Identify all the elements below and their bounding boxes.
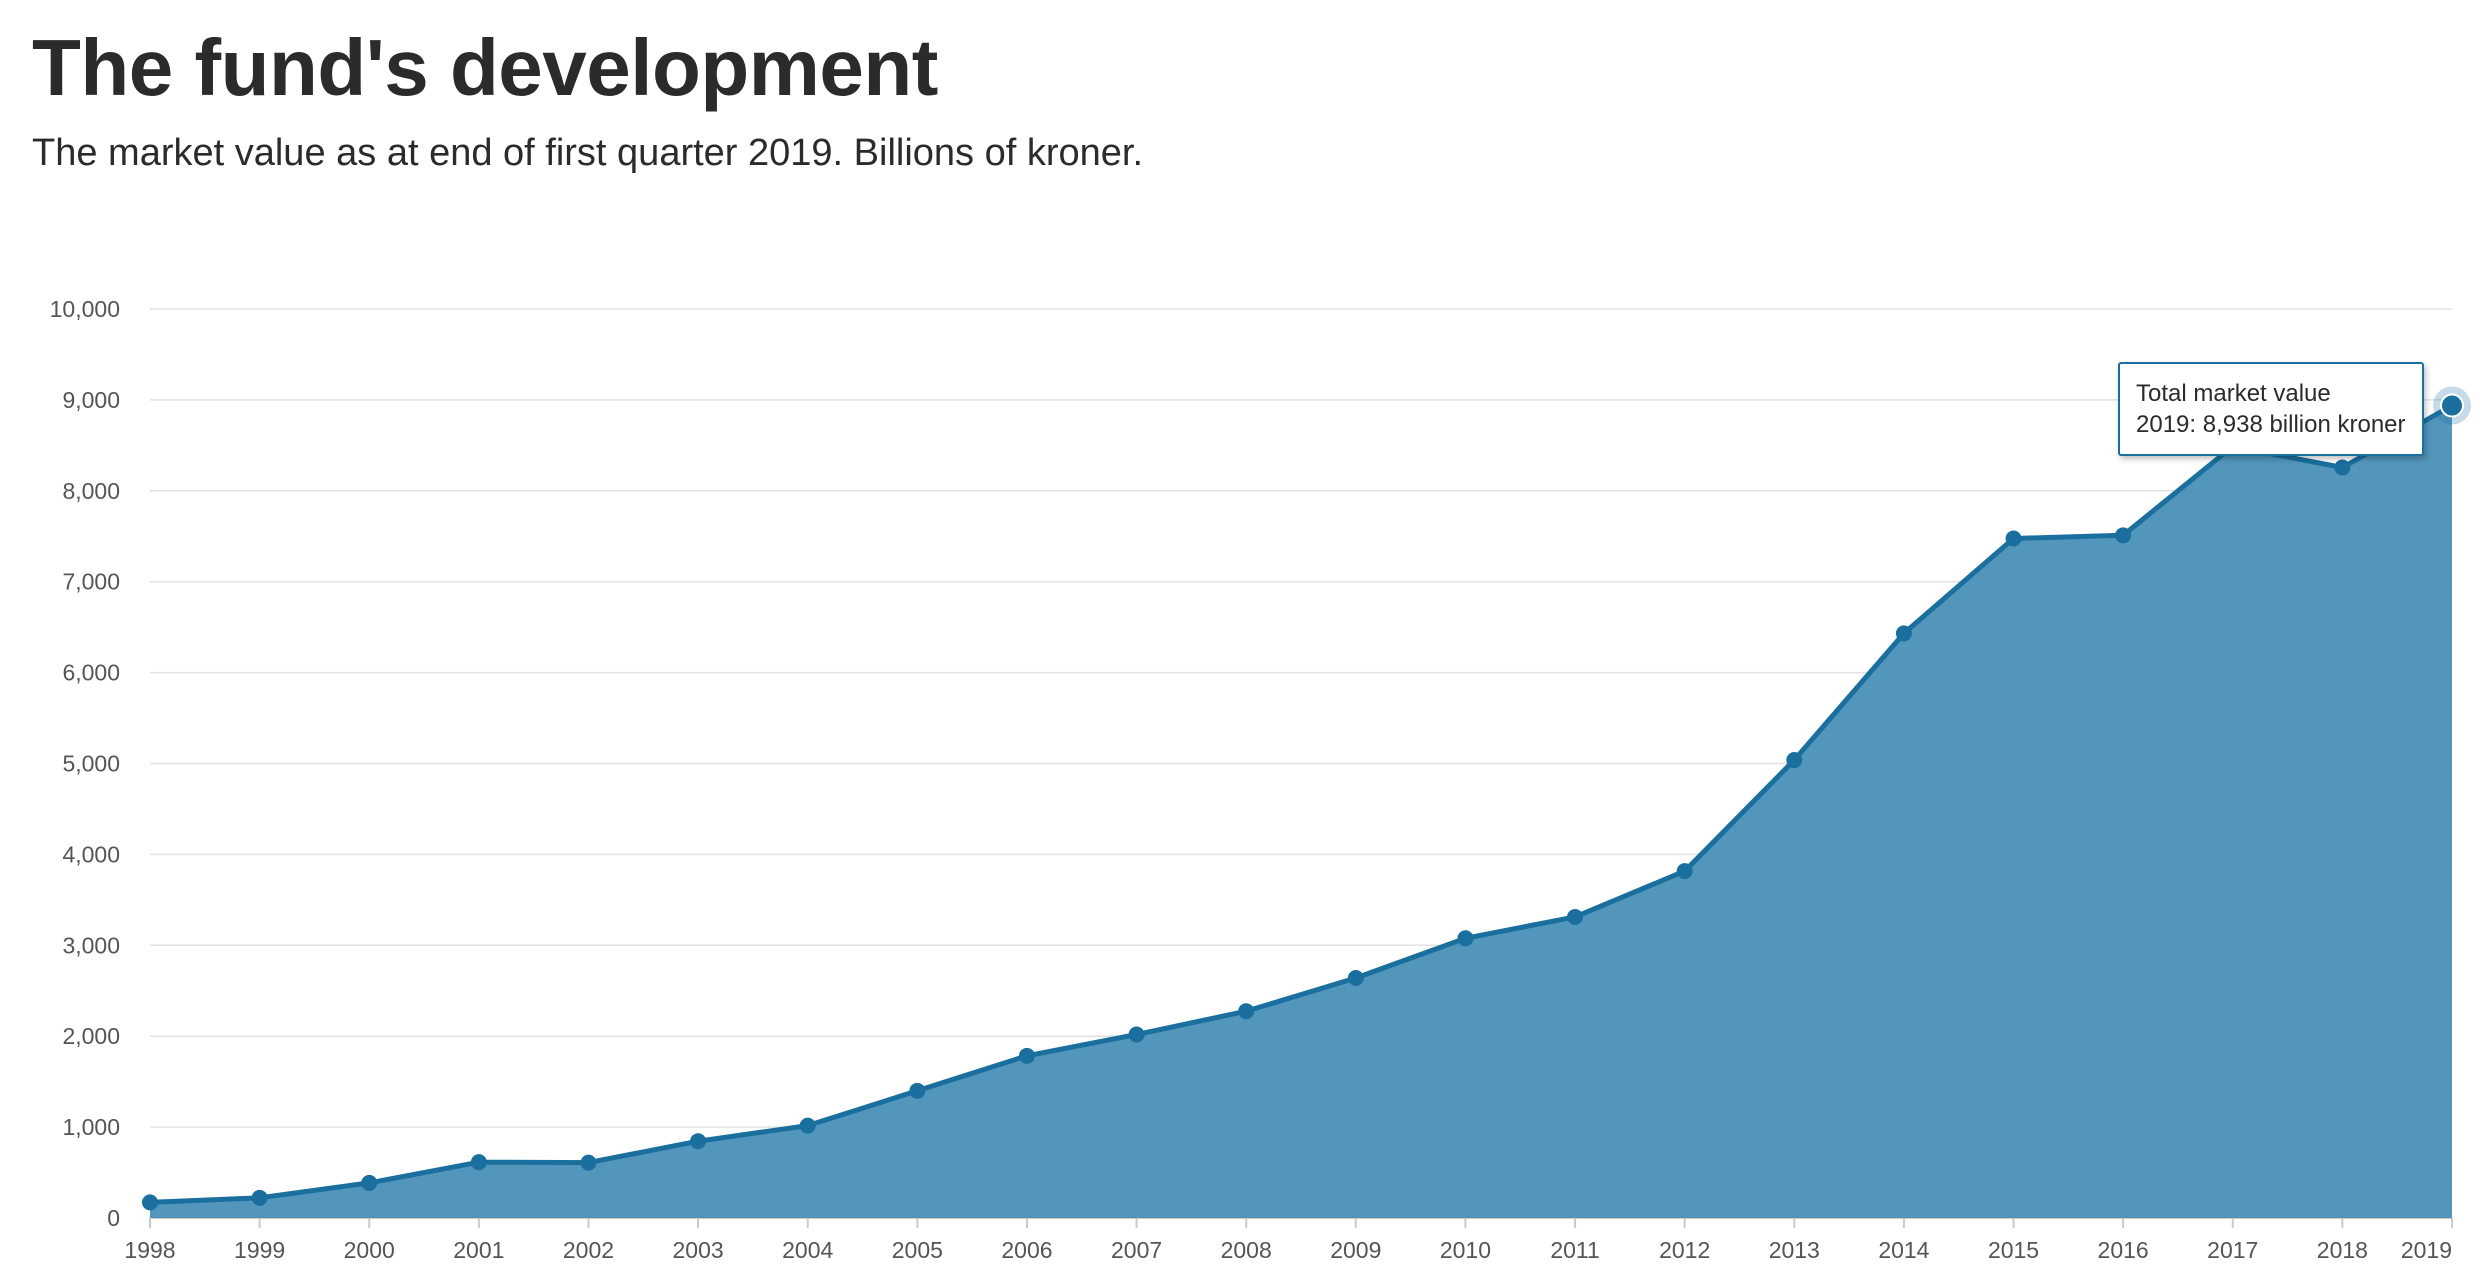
y-tick-label: 4,000 [62,841,120,867]
area-fill [150,405,2452,1218]
y-tick-label: 2,000 [62,1023,120,1049]
y-axis: 0 1,000 2,000 3,000 4,000 5,000 6,000 7,000 8,00… [50,296,120,1231]
x-tick-label: 2014 [1878,1237,1929,1263]
x-tick-label: 1999 [234,1237,285,1263]
data-point-1998[interactable] [142,1194,158,1211]
data-point-2013[interactable] [1786,752,1803,769]
data-point-2003[interactable] [690,1133,707,1150]
x-tick-label: 2019 [2401,1237,2452,1263]
data-point-2001[interactable] [470,1154,487,1171]
x-tick-label: 2000 [344,1237,395,1263]
x-tick-label: 2005 [892,1237,943,1263]
y-tick-label: 7,000 [62,569,120,595]
x-tick-label: 2013 [1769,1237,1820,1263]
x-tick-label: 2016 [2098,1237,2149,1263]
x-tick-label: 2010 [1440,1237,1491,1263]
data-point-2014[interactable] [1895,625,1912,642]
y-tick-label: 6,000 [62,660,120,686]
data-point-2008[interactable] [1238,1003,1255,1020]
data-point-2019[interactable] [2440,393,2464,418]
data-point-2012[interactable] [1676,863,1693,880]
data-points [142,386,2471,1211]
y-tick-label: 3,000 [62,932,120,958]
x-tick-label: 2004 [782,1237,833,1263]
x-tick-label: 1998 [124,1237,175,1263]
data-point-2005[interactable] [909,1082,926,1099]
data-point-2000[interactable] [361,1174,378,1191]
x-tick-label: 2008 [1221,1237,1272,1263]
y-tick-label: 8,000 [62,478,120,504]
x-tick-label: 2011 [1550,1237,1599,1263]
x-tick-label: 2007 [1111,1237,1162,1263]
data-point-2018[interactable] [2334,459,2351,476]
tooltip-title: Total market value [2136,380,2331,407]
data-point-2015[interactable] [2005,530,2022,547]
x-tick-label: 2018 [2317,1237,2368,1263]
series-line [149,403,2454,1205]
tooltip-value: 2019: 8,938 billion kroner [2136,411,2406,438]
data-tooltip: Total market value 2019: 8,938 billion k… [2118,362,2424,456]
data-point-2011[interactable] [1567,908,1584,925]
data-point-2009[interactable] [1347,970,1364,987]
y-tick-label: 5,000 [62,751,120,777]
data-point-2006[interactable] [1018,1047,1035,1064]
y-tick-label: 0 [107,1205,120,1231]
y-tick-label: 9,000 [62,387,120,413]
x-tick-label: 2001 [453,1237,504,1263]
x-tick-label: 2003 [673,1237,724,1263]
x-tick-label: 2009 [1330,1237,1381,1263]
x-tick-label: 2012 [1659,1237,1710,1263]
data-point-2016[interactable] [2115,527,2132,544]
x-tick-label: 2002 [563,1237,614,1263]
y-tick-label: 10,000 [50,296,120,322]
data-point-2007[interactable] [1128,1026,1145,1043]
y-tick-label: 1,000 [62,1114,120,1140]
x-tick-label: 2015 [1988,1237,2039,1263]
x-tick-label: 2017 [2207,1237,2258,1263]
page-title: The fund's development [32,23,938,112]
data-point-2010[interactable] [1457,930,1474,947]
data-point-2002[interactable] [580,1154,597,1171]
data-point-1999[interactable] [251,1189,268,1206]
page-subtitle: The market value as at end of first quar… [32,132,1144,174]
x-tick-label: 2006 [1001,1237,1052,1263]
data-point-2004[interactable] [799,1117,816,1134]
x-axis: 1998 1999 2000 2001 2002 2003 2004 2005 2006 2007… [124,1217,2453,1263]
